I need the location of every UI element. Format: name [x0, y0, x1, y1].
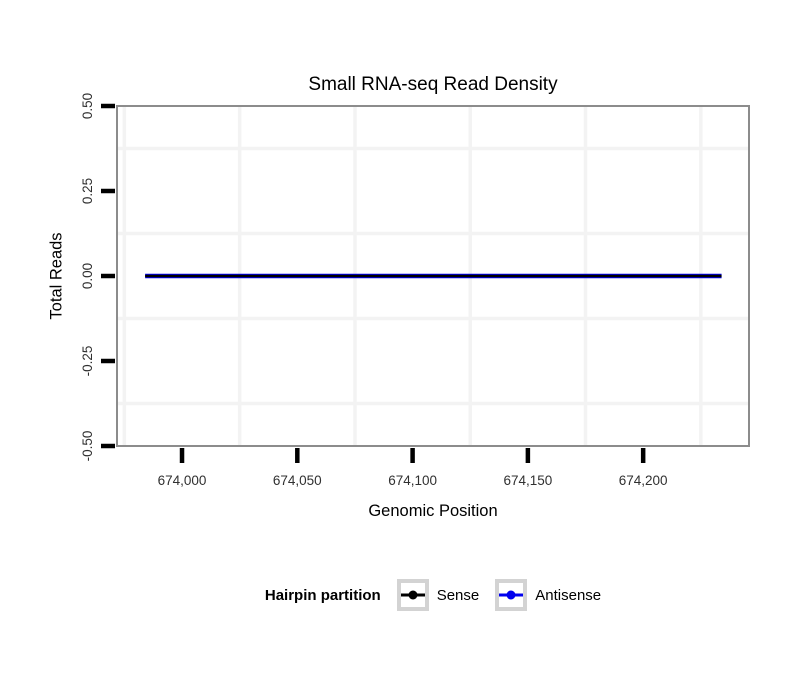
- panel-border: [116, 105, 750, 447]
- x-axis-title: Genomic Position: [368, 502, 498, 520]
- legend-item-sense: Sense: [396, 579, 480, 611]
- line-with-point-icon: [400, 590, 425, 600]
- y-tick-label: -0.25: [80, 346, 95, 377]
- legend-title: Hairpin partition: [264, 586, 381, 604]
- x-tick-label: 674,200: [619, 473, 668, 488]
- x-tick-label: 674,050: [273, 473, 322, 488]
- x-tick-label: 674,100: [388, 473, 437, 488]
- line-with-point-icon: [499, 590, 524, 600]
- legend-key-sense: [396, 579, 429, 611]
- y-axis-title: Total Reads: [47, 232, 66, 320]
- y-tick-label: 0.50: [80, 93, 95, 119]
- legend-label-antisense: Antisense: [535, 586, 602, 604]
- chart-title: Small RNA-seq Read Density: [308, 74, 558, 95]
- legend-label-sense: Sense: [436, 586, 480, 604]
- x-tick-label: 674,000: [158, 473, 207, 488]
- legend: Hairpin partition Sense Antisense: [117, 578, 749, 612]
- y-tick-label: 0.00: [80, 263, 95, 289]
- legend-item-antisense: Antisense: [495, 579, 601, 611]
- x-tick-label: 674,150: [503, 473, 552, 488]
- legend-key-antisense: [495, 579, 528, 611]
- y-tick-label: 0.25: [80, 178, 95, 204]
- y-tick-label: -0.50: [80, 431, 95, 462]
